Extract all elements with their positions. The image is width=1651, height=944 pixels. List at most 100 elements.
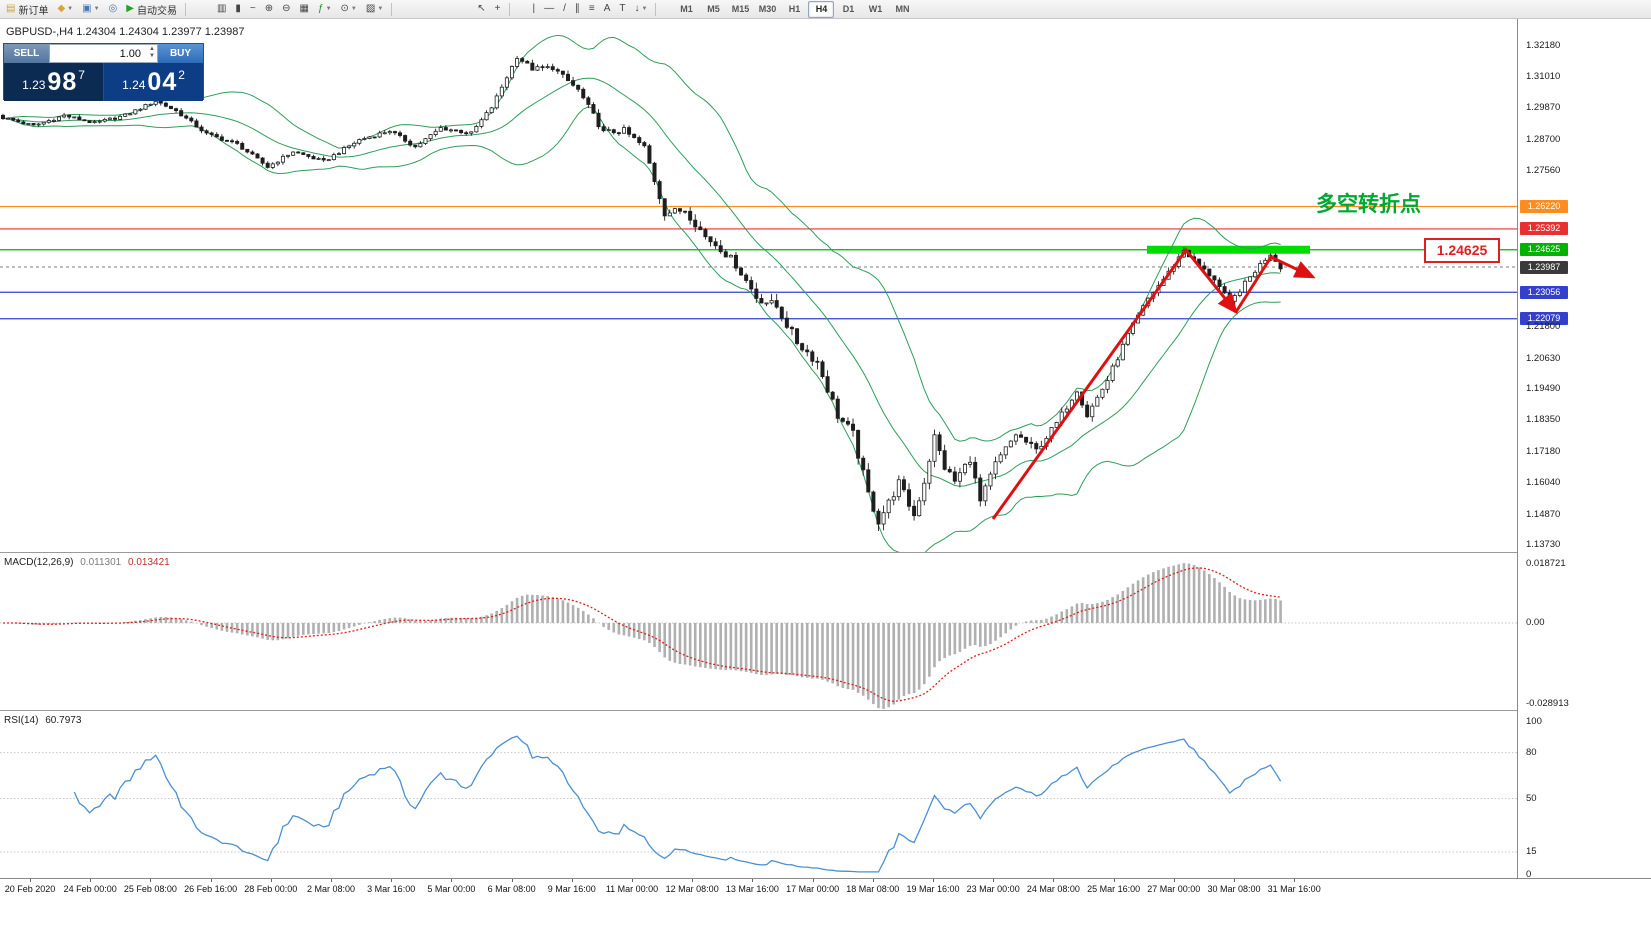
candle-body — [158, 100, 163, 104]
chart-window-button[interactable]: ◆ ▼ — [53, 0, 77, 18]
dropdown-caret-icon: ▼ — [350, 6, 357, 12]
vline-button[interactable]: | — [529, 0, 540, 18]
candle-body — [107, 117, 112, 120]
buy-price[interactable]: 1.24 04 2 — [104, 63, 203, 101]
rsi-panel[interactable]: RSI(14) 60.7973 — [0, 710, 1517, 878]
support-highlight-bar[interactable] — [1147, 245, 1310, 254]
candle-body — [896, 479, 901, 498]
cursor-button[interactable]: ↖ — [473, 0, 489, 18]
candle-body — [973, 461, 978, 479]
text-button[interactable]: A — [600, 0, 615, 18]
candle-body — [489, 107, 494, 114]
crosshair-button[interactable]: + — [491, 0, 505, 18]
spinner-up-icon[interactable]: ▲ — [149, 46, 155, 52]
arrows-button[interactable]: ↓ ▼ — [631, 0, 652, 18]
profile-button[interactable]: ▣ ▼ — [78, 0, 103, 18]
time-axis-tick — [1113, 879, 1115, 882]
bars-chart-button[interactable]: ▥ — [213, 0, 230, 18]
toolbar: ▤ 新订单 ◆ ▼ ▣ ▼ ◎ ▶ 自动交易 ▥ ▮ ~ ⊕ ⊖ ▦ ƒ ▼ ⊙ ▼ ▨ ▼ ↖ + | — / ∥ ≡ A T ↓ ▼ M1 M… — [0, 0, 1651, 19]
tf-M5[interactable]: M5 — [707, 4, 720, 14]
rsi-axis-label: 100 — [1526, 716, 1542, 727]
candle-body — [1110, 365, 1115, 381]
candle-body — [51, 119, 56, 122]
new-order-button[interactable]: ▤ 新订单 — [2, 0, 52, 18]
candle-body — [754, 288, 759, 299]
line-chart-icon: ~ — [249, 3, 256, 14]
tf-M1[interactable]: M1 — [680, 4, 693, 14]
candle-body — [1064, 408, 1069, 413]
candle-body — [398, 132, 403, 136]
hline-button[interactable]: — — [540, 0, 558, 18]
volume-spinner[interactable]: ▲ ▼ — [149, 46, 155, 60]
candle-body — [1242, 280, 1247, 293]
tf-M15[interactable]: M15 — [731, 4, 750, 14]
autotrading-button[interactable]: ▶ 自动交易 — [122, 0, 181, 18]
line-chart-button[interactable]: ~ — [246, 0, 260, 18]
candle-body — [581, 88, 586, 99]
price-chart-panel[interactable]: GBPUSD-,H4 1.24304 1.24304 1.23977 1.239… — [0, 19, 1517, 552]
channel-button[interactable]: ∥ — [571, 0, 584, 18]
toolbar-separator — [508, 2, 510, 16]
candle-body — [148, 103, 153, 106]
zoom-out-button[interactable]: ⊖ — [278, 0, 294, 18]
grid-button[interactable]: ▦ — [296, 0, 313, 18]
fibonacci-button[interactable]: ≡ — [585, 0, 599, 18]
candle-body — [642, 142, 647, 147]
candle-body — [408, 140, 413, 146]
time-axis-tick — [270, 879, 272, 882]
candles-chart-button[interactable]: ▮ — [231, 0, 245, 18]
rsi-label: RSI(14) 60.7973 — [4, 715, 81, 726]
tf-H4[interactable]: H4 — [808, 0, 835, 18]
price-callout[interactable]: 1.24625 — [1424, 238, 1500, 263]
tf-H1[interactable]: H1 — [788, 4, 801, 14]
label-button[interactable]: T — [615, 0, 629, 18]
spinner-down-icon[interactable]: ▼ — [149, 53, 155, 59]
time-axis-tick — [150, 879, 152, 882]
time-axis-label: 5 Mar 00:00 — [427, 884, 476, 894]
price-chart-canvas[interactable] — [0, 19, 1517, 552]
candle-body — [331, 154, 336, 161]
macd-label: MACD(12,26,9) 0.011301 0.013421 — [4, 557, 170, 568]
indicators-button[interactable]: ƒ ▼ — [314, 0, 336, 18]
buy-button[interactable]: BUY — [158, 44, 203, 63]
tf-W1[interactable]: W1 — [868, 4, 883, 14]
tf-MN[interactable]: MN — [895, 4, 910, 14]
candle-body — [194, 120, 199, 128]
chart-ohlc-title: GBPUSD-,H4 1.24304 1.24304 1.23977 1.239… — [6, 26, 245, 38]
candle-body — [382, 132, 387, 135]
grid-icon: ▦ — [299, 3, 309, 14]
candle-body — [601, 126, 606, 132]
candle-body — [718, 245, 723, 253]
candle-body — [861, 457, 866, 471]
templates-icon: ▨ — [365, 3, 376, 14]
candle-body — [851, 423, 856, 431]
crosshair-icon: + — [494, 3, 501, 14]
candle-body — [1212, 275, 1217, 281]
time-axis-label: 17 Mar 00:00 — [786, 884, 840, 894]
chart-annotation-text[interactable]: 多空转折点 — [1316, 193, 1421, 216]
sell-price[interactable]: 1.23 98 7 — [4, 63, 104, 101]
candle-body — [998, 454, 1003, 463]
dropdown-caret-icon: ▼ — [377, 6, 384, 12]
templates-button[interactable]: ▨ ▼ — [362, 0, 387, 18]
candle-body — [97, 120, 102, 123]
sell-button[interactable]: SELL — [4, 44, 49, 63]
candle-body — [199, 126, 204, 132]
macd-panel[interactable]: MACD(12,26,9) 0.011301 0.013421 — [0, 552, 1517, 710]
zoom-in-button[interactable]: ⊕ — [261, 0, 277, 18]
trend-arrow[interactable] — [1234, 255, 1316, 313]
volume-input[interactable]: 1.00 ▲ ▼ — [49, 44, 158, 63]
candle-body — [270, 163, 275, 168]
tf-M30[interactable]: M30 — [758, 4, 777, 14]
trendline-button[interactable]: / — [559, 0, 570, 18]
candles-chart-icon: ▮ — [235, 3, 241, 14]
trend-arrow[interactable] — [991, 247, 1238, 520]
time-axis-tick — [90, 879, 92, 882]
price-axis[interactable]: 1.26220 1.25392 1.24625 1.23987 1.23056 1.220… — [1517, 19, 1651, 880]
trade-panel-header: SELL 1.00 ▲ ▼ BUY — [4, 44, 203, 63]
fibonacci-icon: ≡ — [588, 3, 595, 14]
time-axis[interactable]: 20 Feb 2020 24 Feb 00:00 25 Feb 08:00 26 Fe… — [0, 878, 1651, 898]
refresh-button[interactable]: ◎ — [105, 0, 122, 18]
clock-button[interactable]: ⊙ ▼ — [337, 0, 361, 18]
tf-D1[interactable]: D1 — [842, 4, 855, 14]
